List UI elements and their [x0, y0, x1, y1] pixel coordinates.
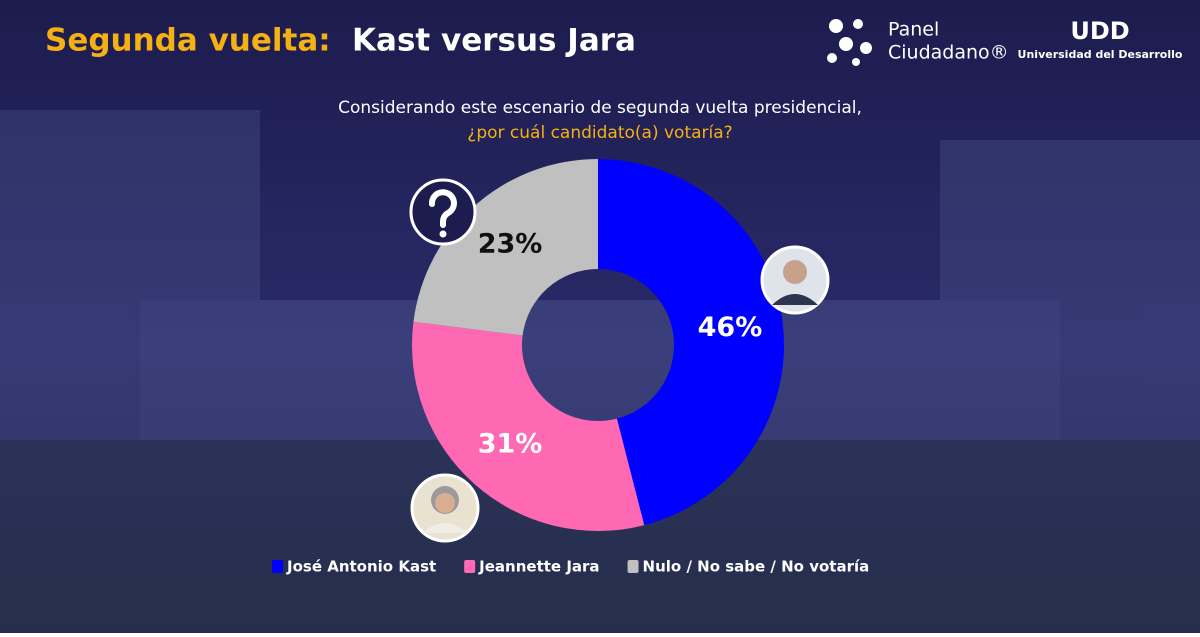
value-label: 46% — [698, 312, 763, 343]
legend: José Antonio Kast Jeannette Jara Nulo / No… — [272, 558, 869, 576]
panel-text: Panel — [888, 19, 939, 41]
title-main: Kast versus Jara — [352, 23, 636, 59]
portrait-jara — [410, 473, 480, 543]
portrait-kast — [760, 245, 830, 315]
panel-logo — [827, 19, 872, 66]
legend-swatch — [627, 560, 639, 573]
legend-swatch — [272, 560, 283, 573]
panel-text: Ciudadano® — [888, 42, 1009, 64]
subtitle: ¿por cuál candidato(a) votaría? — [467, 123, 732, 143]
subtitle: Considerando este escenario de segunda v… — [338, 98, 862, 118]
legend-label: José Antonio Kast — [286, 558, 436, 576]
udd-logo: UDD — [1070, 17, 1129, 45]
question-icon — [409, 178, 477, 246]
slice — [598, 159, 785, 526]
legend-swatch — [464, 560, 476, 573]
legend-label: Nulo / No sabe / No votaría — [643, 558, 870, 576]
donut: 46% 31% 23% — [412, 159, 785, 531]
legend-label: Jeannette Jara — [478, 558, 599, 576]
slice — [413, 159, 598, 336]
title-lead: Segunda vuelta: — [45, 23, 331, 59]
university-name: Universidad del Desarrollo — [1018, 48, 1183, 61]
value-label: 23% — [478, 229, 543, 260]
slice — [412, 321, 645, 531]
value-label: 31% — [478, 428, 543, 459]
